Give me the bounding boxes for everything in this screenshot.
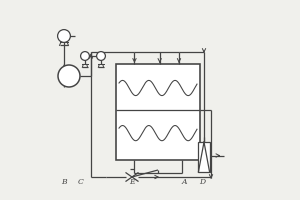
Circle shape xyxy=(81,52,89,60)
Text: E: E xyxy=(129,178,135,186)
Text: D: D xyxy=(199,178,205,186)
Text: B: B xyxy=(61,178,67,186)
Text: A: A xyxy=(181,178,187,186)
Bar xyxy=(198,142,210,172)
Text: C: C xyxy=(78,178,84,186)
Circle shape xyxy=(58,30,70,42)
Circle shape xyxy=(58,65,80,87)
Bar xyxy=(116,64,200,160)
Circle shape xyxy=(97,52,105,60)
